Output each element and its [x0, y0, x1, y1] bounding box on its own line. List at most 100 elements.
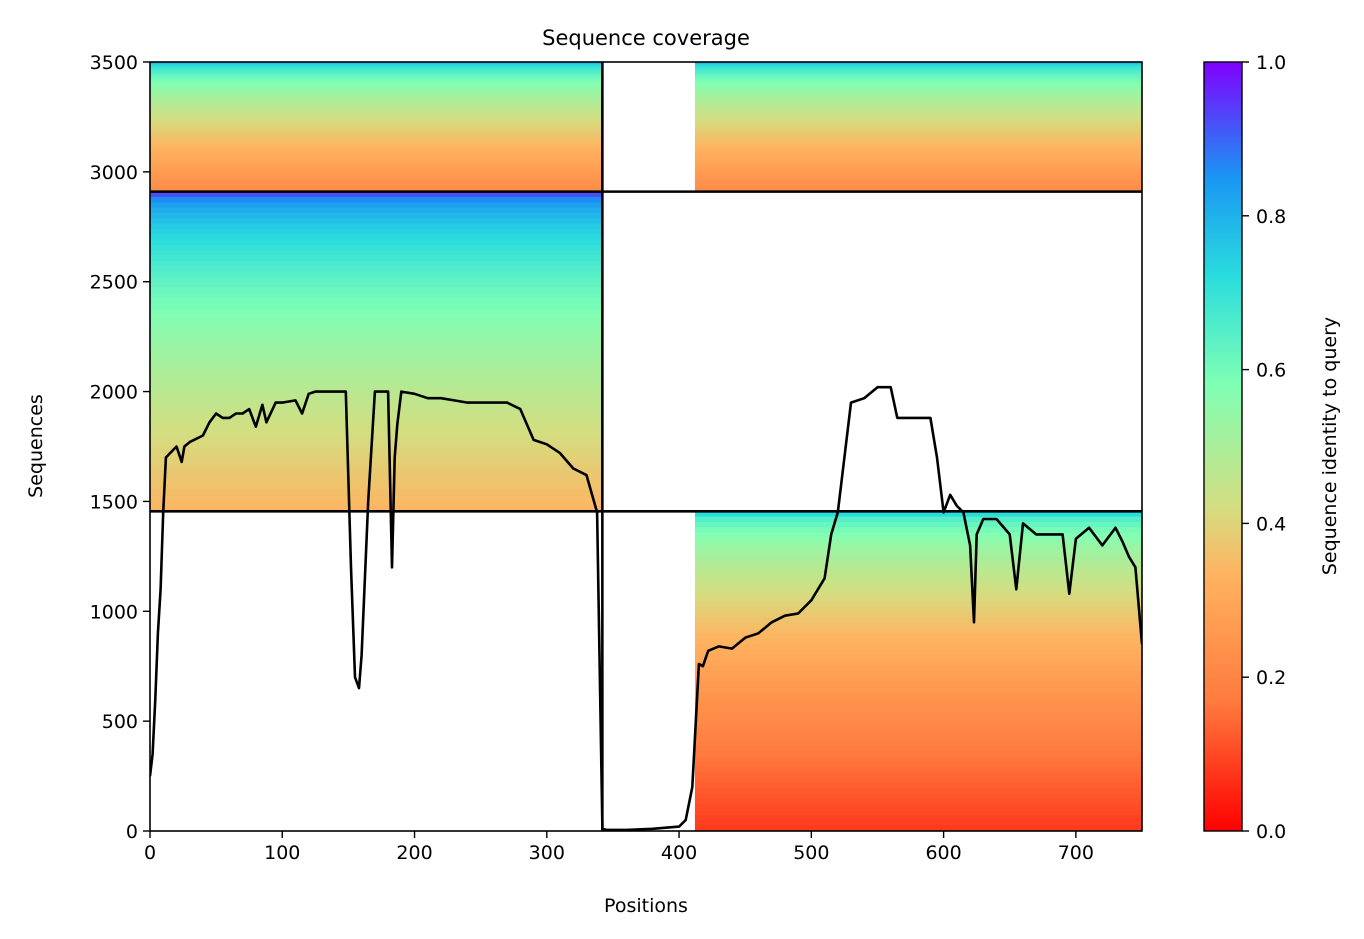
msa-band	[694, 745, 1142, 752]
msa-band	[694, 639, 1142, 646]
msa-band	[694, 591, 1142, 598]
msa-band	[150, 255, 603, 262]
y-tick: 1500	[90, 491, 150, 513]
msa-band	[150, 196, 603, 203]
msa-band	[150, 85, 603, 89]
msa-band	[694, 527, 1142, 534]
msa-band	[150, 174, 603, 178]
msa-band	[150, 113, 603, 117]
separator-lines	[150, 62, 1142, 831]
x-tick-label: 500	[793, 842, 829, 864]
msa-band	[150, 64, 603, 67]
msa-band	[694, 687, 1142, 694]
msa-band	[694, 628, 1142, 635]
msa-band	[150, 484, 603, 491]
msa-band	[150, 109, 603, 113]
msa-band	[150, 170, 603, 173]
msa-band	[694, 564, 1142, 571]
msa-band	[150, 178, 603, 182]
msa-band	[150, 137, 603, 141]
msa-band	[694, 681, 1142, 688]
msa-band	[150, 212, 603, 219]
colorbar-tick: 0.4	[1242, 513, 1286, 535]
msa-band	[694, 697, 1142, 704]
msa-band	[694, 543, 1142, 550]
msa-band	[694, 124, 1142, 128]
msa-band	[150, 490, 603, 496]
msa-band	[694, 62, 1142, 65]
msa-band	[694, 90, 1142, 93]
msa-band	[150, 92, 603, 96]
msa-band	[150, 120, 603, 124]
msa-band	[150, 105, 603, 108]
msa-band	[150, 72, 603, 76]
coverage-line	[150, 385, 1142, 831]
msa-band	[150, 81, 603, 85]
msa-block	[694, 511, 1142, 831]
msa-band	[694, 137, 1142, 141]
msa-band	[150, 94, 603, 98]
msa-band	[694, 761, 1142, 768]
y-tick-label: 0	[126, 821, 138, 843]
msa-band	[694, 767, 1142, 773]
msa-band	[150, 367, 603, 374]
msa-band	[694, 607, 1142, 614]
msa-band	[694, 537, 1142, 544]
msa-band	[150, 399, 603, 406]
msa-band	[150, 146, 603, 150]
msa-band	[150, 463, 603, 470]
msa-band	[150, 234, 603, 241]
msa-band	[150, 495, 603, 502]
msa-band	[150, 372, 603, 379]
msa-band	[694, 148, 1142, 152]
x-tick: 100	[264, 831, 300, 864]
colorbar-tick: 0.0	[1242, 821, 1286, 843]
msa-band	[150, 410, 603, 417]
msa-band	[694, 120, 1142, 124]
msa-band	[694, 187, 1142, 191]
y-tick-label: 2000	[90, 382, 138, 404]
msa-band	[694, 569, 1142, 576]
msa-band	[694, 521, 1142, 528]
msa-band	[694, 128, 1142, 132]
plot-frame	[149, 61, 1143, 832]
msa-band	[150, 141, 603, 145]
msa-band	[694, 150, 1142, 154]
x-tick-label: 400	[661, 842, 697, 864]
msa-band	[694, 804, 1142, 811]
msa-band	[694, 644, 1142, 651]
y-axis: 0 500 1000 1500 2000 2500 3000 3500	[90, 52, 150, 843]
msa-band	[694, 116, 1142, 119]
msa-band	[694, 170, 1142, 173]
msa-band	[150, 244, 603, 251]
msa-band	[150, 404, 603, 411]
msa-band	[694, 633, 1142, 640]
msa-band	[150, 266, 603, 273]
y-tick-label: 3500	[90, 52, 138, 74]
msa-band	[694, 783, 1142, 789]
msa-band	[694, 94, 1142, 98]
msa-band	[150, 228, 603, 235]
msa-band	[150, 159, 603, 162]
msa-band	[694, 676, 1142, 683]
msa-band	[150, 172, 603, 175]
x-axis: 0 100 200 300 400 500 600 700	[144, 831, 1094, 864]
msa-band	[694, 660, 1142, 667]
msa-band	[150, 324, 603, 331]
msa-band	[150, 150, 603, 154]
msa-band	[694, 751, 1142, 758]
msa-band	[150, 271, 603, 278]
x-tick-label: 300	[529, 842, 565, 864]
msa-band	[694, 133, 1142, 137]
msa-band	[150, 378, 603, 385]
msa-band	[694, 553, 1142, 560]
msa-band	[150, 431, 603, 438]
colorbar-tick-label: 1.0	[1256, 52, 1286, 74]
msa-band	[150, 442, 603, 448]
msa-band	[150, 394, 603, 401]
msa-band	[694, 729, 1142, 736]
msa-band	[694, 163, 1142, 167]
msa-band	[694, 154, 1142, 158]
msa-band	[694, 77, 1142, 80]
msa-band	[694, 72, 1142, 76]
